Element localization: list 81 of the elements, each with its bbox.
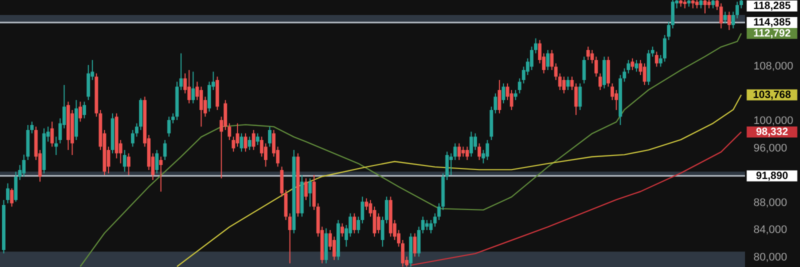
- candlestick: [240, 132, 244, 152]
- candlestick: [486, 140, 490, 160]
- candlestick: [232, 136, 236, 152]
- candlestick: [54, 136, 58, 156]
- candlestick: [445, 151, 449, 180]
- candlestick: [466, 146, 469, 160]
- line-series: [80, 32, 742, 267]
- candlestick: [457, 142, 461, 160]
- candlestick: [187, 70, 191, 104]
- candlestick: [50, 121, 54, 148]
- candlestick: [364, 198, 368, 210]
- data-label: 112,792: [753, 27, 791, 40]
- candlestick: [252, 129, 256, 150]
- candlestick: [546, 49, 550, 71]
- y-tick-label: 80,000: [754, 251, 788, 264]
- candlestick: [610, 82, 614, 101]
- y-tick-label: 96,000: [754, 142, 788, 154]
- candlestick: [6, 182, 10, 204]
- candlestick: [586, 46, 590, 61]
- candlestick: [562, 76, 566, 94]
- candlestick: [163, 140, 167, 160]
- candlestick: [425, 220, 429, 231]
- candlestick: [453, 142, 457, 160]
- candlestick: [413, 232, 417, 258]
- candlestick: [191, 71, 195, 104]
- candlestick: [10, 188, 14, 208]
- candlestick: [352, 212, 356, 234]
- candlestick: [308, 178, 312, 208]
- candlestick: [642, 62, 646, 86]
- candlestick: [433, 212, 437, 228]
- candlestick: [208, 81, 211, 112]
- y-tick-label: 100,000: [754, 115, 794, 128]
- candlestick: [461, 146, 465, 158]
- candlestick: [78, 101, 82, 122]
- candlestick: [606, 56, 610, 88]
- candlestick: [159, 156, 163, 192]
- candlestick: [332, 236, 336, 260]
- candlestick: [82, 101, 86, 119]
- ref-line-label: 114,385: [753, 16, 791, 28]
- candlestick: [723, 11, 727, 24]
- data-label: 98,332: [756, 126, 788, 138]
- y-tick-label: 84,000: [754, 224, 788, 236]
- candlestick: [264, 142, 268, 168]
- candlestick: [122, 149, 126, 172]
- candlestick: [268, 126, 272, 148]
- candlestick: [654, 51, 658, 68]
- candlestick: [244, 132, 248, 152]
- candlestick: [594, 56, 598, 78]
- candlestick: [510, 90, 514, 111]
- line-series: [176, 94, 742, 267]
- candlestick: [578, 82, 582, 111]
- candlestick: [498, 80, 502, 114]
- y-tick-label: 108,000: [754, 60, 794, 73]
- candlestick: [14, 171, 18, 202]
- ref-line-label: 91,890: [756, 170, 788, 182]
- candlestick: [376, 212, 380, 234]
- candlestick: [598, 72, 602, 91]
- candlestick: [470, 131, 473, 158]
- candlestick: [727, 11, 731, 31]
- candlestick: [256, 132, 260, 146]
- y-tick-label: 88,000: [754, 196, 788, 209]
- candlestick: [671, 0, 674, 29]
- data-label: 103,768: [753, 88, 792, 101]
- candlestick: [429, 220, 433, 234]
- candlestick: [582, 56, 586, 84]
- candlestick: [248, 136, 252, 150]
- candlestick: [200, 86, 203, 128]
- candlestick: [155, 149, 159, 174]
- candlestick: [179, 52, 183, 91]
- candlestick: [478, 142, 482, 160]
- candlestick: [474, 132, 477, 150]
- candlestick: [126, 152, 130, 176]
- candlestick: [86, 64, 90, 101]
- candlestick: [719, 2, 723, 29]
- text: 118,285: [753, 0, 791, 12]
- line-series: [410, 131, 742, 266]
- candlestick: [340, 222, 344, 238]
- candlestick: [703, 0, 707, 14]
- candlestick: [630, 58, 634, 71]
- candlestick: [514, 90, 518, 101]
- candlestick: [171, 112, 175, 124]
